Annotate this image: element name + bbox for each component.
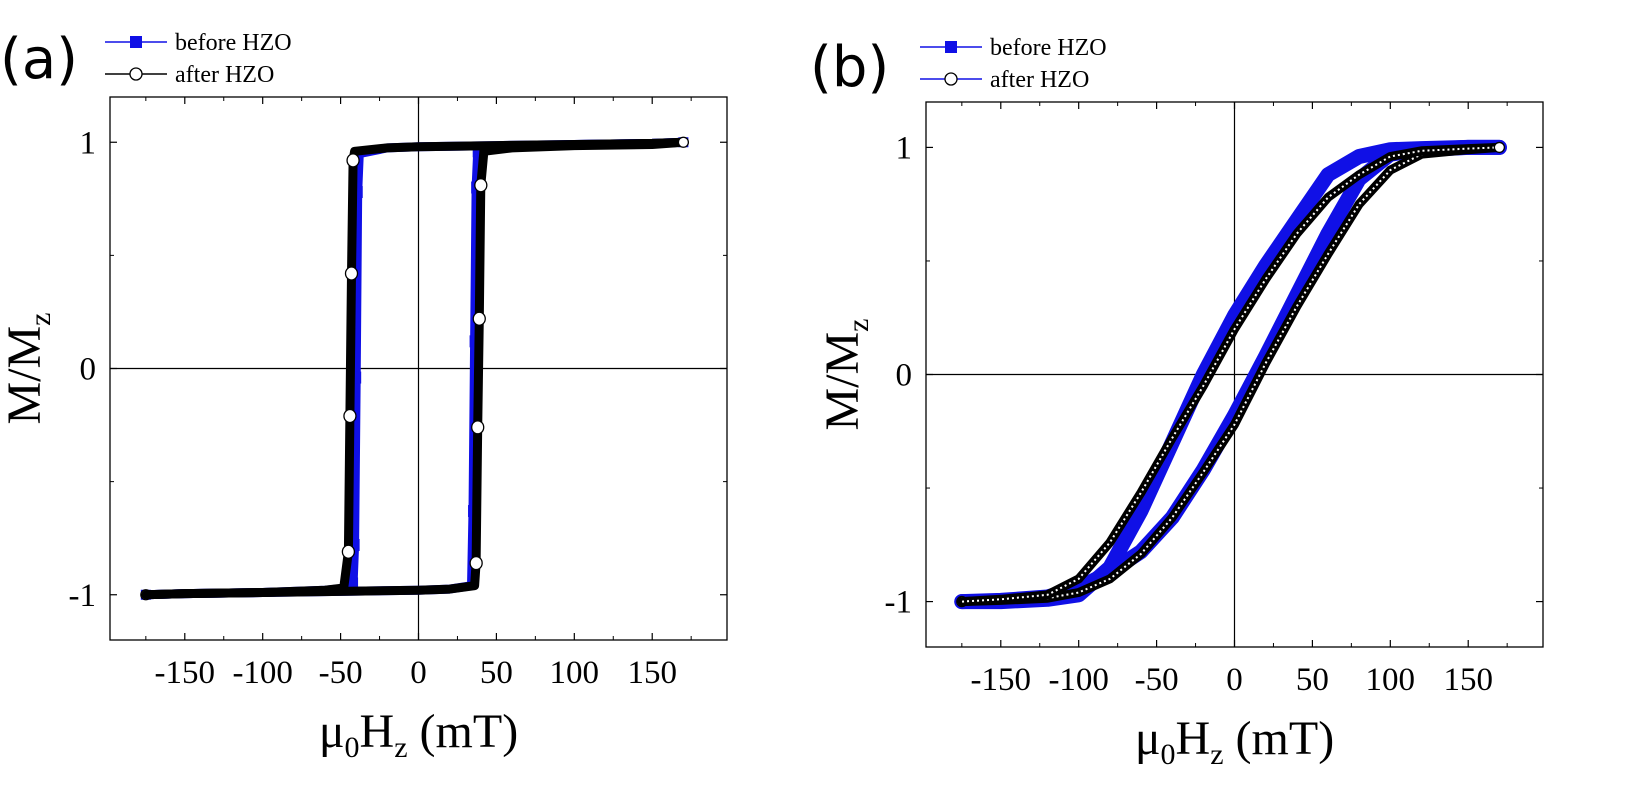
panel-label: (b)	[810, 35, 889, 100]
legend-entry: before HZO	[920, 35, 1107, 61]
x-tick-label: 50	[1296, 662, 1329, 698]
series-after-hzo	[956, 141, 1506, 608]
x-axis-label: μ0Hz (mT)	[1135, 712, 1334, 771]
data-point	[474, 178, 488, 193]
plot-area	[954, 139, 1507, 610]
legend-entry: after HZO	[920, 67, 1089, 93]
x-tick-label: -50	[319, 655, 363, 691]
x-tick-label: -50	[1135, 662, 1179, 698]
data-point	[677, 136, 690, 148]
x-tick-label: -100	[232, 655, 293, 691]
data-point	[346, 153, 360, 168]
panel-label: (a)	[0, 27, 78, 92]
x-tick-label: 150	[627, 655, 677, 691]
x-axis-label: μ0Hz (mT)	[319, 705, 518, 764]
chart-panel-a: -150 -100 -50 0 50 100 150 -1 0 1 μ0Hz (mT) M/Mz (a)…	[0, 27, 728, 764]
x-tick-label: 0	[1226, 662, 1243, 698]
legend-label: before HZO	[990, 35, 1107, 61]
x-tick-label: 50	[480, 655, 513, 691]
data-point	[469, 555, 483, 571]
x-tick-label: 100	[550, 655, 600, 691]
series-texture-after-hzo-down	[961, 146, 1500, 603]
x-tick-label: 100	[1366, 662, 1416, 698]
legend-label: after HZO	[990, 67, 1089, 93]
x-tick-label: 0	[410, 655, 427, 691]
legend-square-marker	[945, 41, 957, 53]
legend-entry: before HZO	[105, 30, 292, 56]
y-tick-label: 1	[80, 125, 97, 161]
legend-label: after HZO	[175, 62, 274, 88]
legend-entry: after HZO	[105, 62, 274, 88]
data-point	[348, 577, 359, 590]
legend-circle-marker	[129, 67, 143, 81]
y-tick-label: -1	[69, 578, 97, 614]
data-point	[341, 544, 356, 559]
data-point	[351, 371, 362, 384]
y-tick-label: 0	[896, 358, 913, 394]
series-texture-after-hzo-up	[961, 146, 1500, 603]
y-axis-label: M/Mz	[0, 312, 57, 424]
x-tick-label: -150	[155, 655, 216, 691]
x-tick-label: -100	[1048, 662, 1109, 698]
data-point	[471, 420, 485, 435]
plot-area	[140, 136, 690, 601]
x-tick-label: 150	[1443, 662, 1493, 698]
y-tick-label: -1	[885, 585, 913, 621]
data-point	[1493, 141, 1506, 154]
legend-square-marker	[130, 36, 142, 48]
data-point	[343, 408, 357, 424]
chart-panel-b: -150 -100 -50 0 50 100 150 -1 0 1 μ0Hz (mT) M/Mz (b)…	[810, 35, 1544, 771]
y-tick-label: 1	[896, 130, 913, 166]
data-point	[344, 266, 359, 281]
data-point	[349, 538, 360, 551]
y-axis-label: M/Mz	[816, 318, 875, 430]
y-tick-label: 0	[80, 352, 97, 388]
data-point	[472, 145, 483, 158]
series-thinline-after-hzo-down	[145, 141, 684, 596]
series-after-hzo	[140, 136, 690, 601]
data-point	[352, 186, 363, 199]
legend-label: before HZO	[175, 30, 292, 56]
x-tick-label: -150	[971, 662, 1032, 698]
data-point	[472, 311, 486, 326]
legend-circle-marker	[944, 72, 958, 86]
